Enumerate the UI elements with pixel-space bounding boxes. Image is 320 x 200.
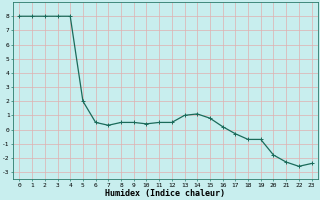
X-axis label: Humidex (Indice chaleur): Humidex (Indice chaleur): [106, 189, 226, 198]
